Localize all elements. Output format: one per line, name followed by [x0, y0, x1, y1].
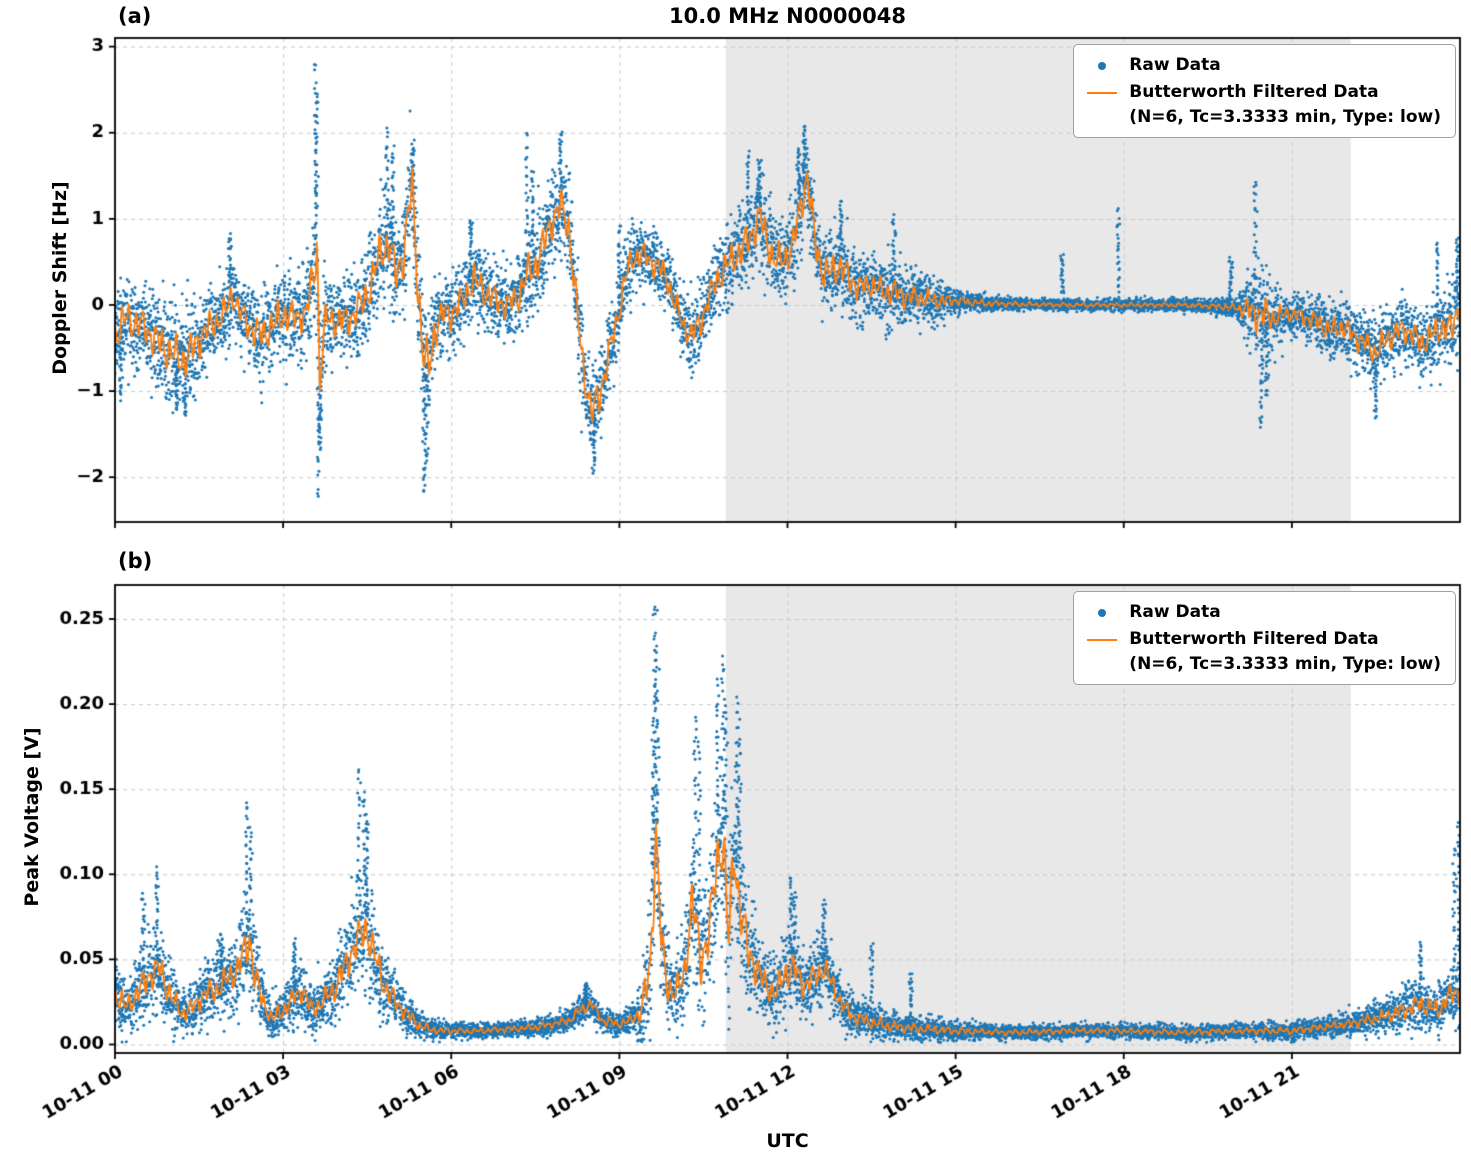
y-axis-label-voltage: Peak Voltage [V] [21, 727, 43, 907]
filtered-line-icon [1087, 91, 1118, 94]
legend-filtered-label: Butterworth Filtered Data [1129, 629, 1379, 649]
legend-row-filtered: Butterworth Filtered Data [1085, 626, 1441, 653]
x-axis-label: UTC [766, 1130, 809, 1152]
filtered-line-icon [1087, 638, 1118, 641]
panel-a-label: (a) [118, 4, 152, 28]
legend-marker-cell [1085, 61, 1119, 70]
legend-filtered-label: Butterworth Filtered Data [1129, 82, 1379, 102]
legend-marker-cell [1085, 638, 1119, 641]
legend-raw-label: Raw Data [1129, 602, 1221, 622]
legend-filtered-sublabel: (N=6, Tc=3.3333 min, Type: low) [1129, 107, 1441, 127]
raw-data-marker-icon [1098, 61, 1107, 70]
legend-panel-b: Raw Data Butterworth Filtered Data (N=6,… [1073, 591, 1456, 685]
legend-panel-a: Raw Data Butterworth Filtered Data (N=6,… [1073, 44, 1456, 138]
raw-data-marker-icon [1098, 608, 1107, 617]
legend-row-raw: Raw Data [1085, 599, 1441, 626]
panel-b-label: (b) [118, 549, 153, 573]
legend-row-filtered: Butterworth Filtered Data [1085, 79, 1441, 106]
y-axis-label-doppler: Doppler Shift [Hz] [49, 181, 71, 375]
legend-marker-cell [1085, 91, 1119, 94]
legend-filtered-sublabel: (N=6, Tc=3.3333 min, Type: low) [1129, 654, 1441, 674]
legend-row-raw: Raw Data [1085, 52, 1441, 79]
figure-title: 10.0 MHz N0000048 [669, 4, 906, 28]
legend-marker-cell [1085, 608, 1119, 617]
legend-raw-label: Raw Data [1129, 55, 1221, 75]
